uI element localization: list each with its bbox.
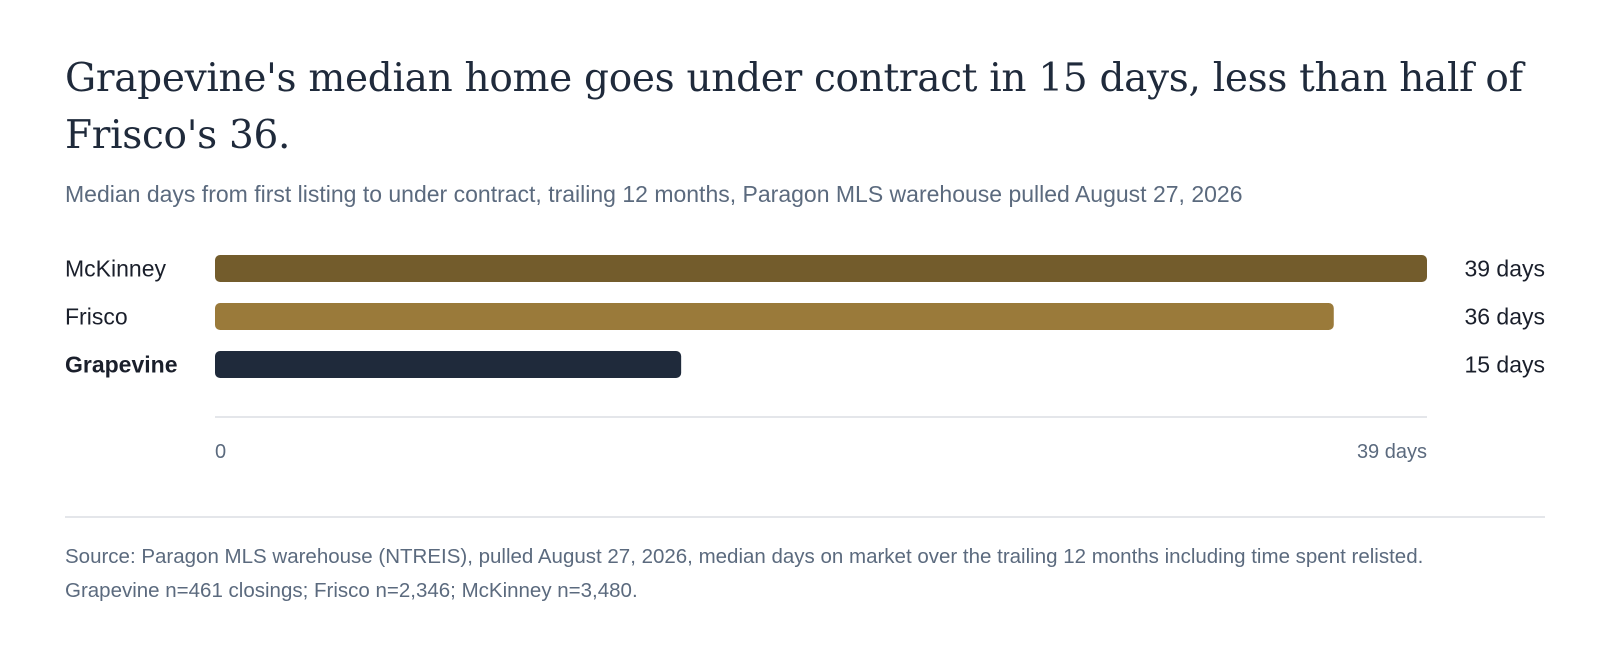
- source-line-2: Grapevine n=461 closings; Frisco n=2,346…: [65, 579, 638, 602]
- category-label-grapevine: Grapevine: [65, 352, 178, 378]
- value-label-mckinney: 39 days: [1464, 256, 1545, 282]
- x-tick-label-min: 0: [215, 441, 226, 463]
- value-label-grapevine: 15 days: [1464, 352, 1545, 378]
- value-label-frisco: 36 days: [1464, 304, 1545, 330]
- category-label-frisco: Frisco: [65, 304, 128, 330]
- source-line-1: Source: Paragon MLS warehouse (NTREIS), …: [65, 545, 1424, 568]
- source-note: Source: Paragon MLS warehouse (NTREIS), …: [65, 540, 1555, 608]
- category-label-mckinney: McKinney: [65, 256, 166, 282]
- bar-mckinney: [215, 255, 1427, 282]
- chart-subtitle: Median days from first listing to under …: [65, 181, 1243, 207]
- bar-frisco: [215, 303, 1334, 330]
- x-tick-label-max: 39 days: [1357, 441, 1427, 463]
- source-divider: [65, 516, 1545, 518]
- chart-title: Grapevine's median home goes under contr…: [65, 56, 1523, 158]
- bar-grapevine: [215, 351, 682, 378]
- bar-chart: McKinney 39 days Frisco 36 days Grapevine 15 …: [65, 255, 1545, 463]
